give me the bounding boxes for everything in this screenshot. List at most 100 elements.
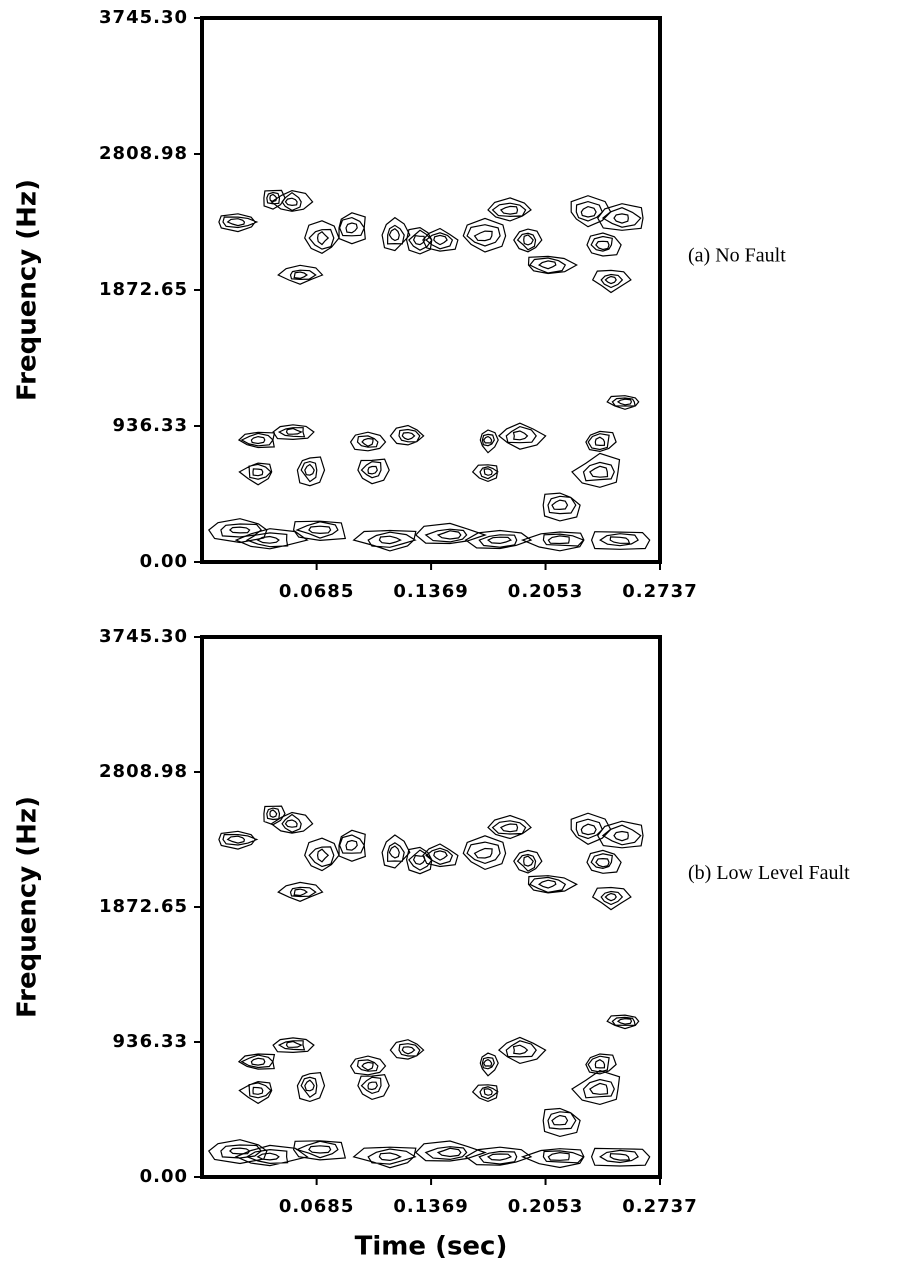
- contour: [349, 431, 387, 452]
- contour: [338, 212, 366, 245]
- contour: [596, 820, 644, 849]
- annotation: (b) Low Level Fault: [688, 862, 850, 884]
- contour: [570, 195, 612, 228]
- contour: [570, 812, 612, 845]
- contour: [542, 492, 581, 522]
- contour: [527, 255, 578, 275]
- contour: [414, 522, 487, 545]
- contour: [571, 1069, 621, 1106]
- x-tick-label: 0.2053: [508, 581, 583, 602]
- x-tick-label: 0.1369: [393, 581, 468, 602]
- y-tick-label: 2808.98: [99, 761, 188, 782]
- y-tick-label: 2808.98: [99, 143, 188, 164]
- contour: [497, 422, 547, 450]
- contour: [487, 814, 532, 840]
- contour: [471, 464, 499, 483]
- contour: [292, 1140, 347, 1161]
- y-axis-label: Frequency (Hz): [13, 796, 43, 1018]
- contour: [207, 518, 268, 544]
- contour: [352, 1146, 417, 1169]
- contour: [357, 458, 390, 485]
- contour: [357, 1074, 390, 1101]
- contour: [270, 189, 314, 212]
- contour: [237, 1053, 276, 1070]
- contour: [304, 837, 340, 872]
- contour: [590, 531, 651, 550]
- contour: [585, 430, 617, 453]
- contour: [591, 886, 632, 911]
- contour: [464, 529, 533, 550]
- contour: [513, 228, 543, 253]
- contour: [237, 431, 276, 449]
- contour: [405, 226, 433, 255]
- contour: [218, 213, 259, 233]
- contour: [405, 846, 433, 875]
- contour: [479, 429, 499, 454]
- contour: [497, 1036, 547, 1065]
- contour: [586, 232, 622, 257]
- contour: [414, 1140, 487, 1162]
- annotation: (a) No Fault: [688, 245, 786, 267]
- contour: [381, 216, 411, 252]
- contour: [422, 843, 459, 868]
- y-tick-label: 3745.30: [99, 626, 188, 647]
- contour: [464, 1146, 533, 1166]
- contour: [591, 269, 632, 294]
- contour: [296, 456, 326, 487]
- contour: [272, 1037, 315, 1054]
- y-axis-label: Frequency (Hz): [13, 179, 43, 401]
- contour: [234, 1144, 309, 1167]
- x-axis-label: Time (sec): [355, 1232, 508, 1262]
- contour: [596, 203, 644, 231]
- contour: [422, 227, 459, 252]
- contour: [542, 1107, 581, 1138]
- contour: [304, 220, 340, 254]
- contour: [389, 1039, 425, 1060]
- contour: [571, 452, 621, 488]
- x-tick-label: 0.1369: [393, 1196, 468, 1217]
- contour: [270, 811, 314, 834]
- x-tick-label: 0.2737: [622, 581, 697, 602]
- contour: [238, 462, 273, 486]
- y-tick-label: 0.00: [140, 551, 188, 572]
- x-tick-label: 0.0685: [279, 1196, 354, 1217]
- contour: [527, 875, 578, 894]
- contour: [277, 881, 324, 902]
- contour: [238, 1080, 273, 1105]
- contour: [218, 830, 259, 850]
- y-tick-label: 3745.30: [99, 7, 188, 28]
- contour: [606, 1014, 640, 1030]
- contour: [586, 849, 622, 874]
- contour: [462, 217, 507, 253]
- contour: [479, 1052, 499, 1077]
- x-tick-label: 0.0685: [279, 581, 354, 602]
- contour: [487, 197, 532, 222]
- contour: [338, 829, 366, 862]
- x-tick-label: 0.2053: [508, 1196, 583, 1217]
- x-tick-label: 0.2737: [622, 1196, 697, 1217]
- contour: [513, 849, 543, 874]
- contour: [471, 1084, 499, 1103]
- contour: [277, 264, 324, 285]
- plot-frame: [200, 635, 662, 1179]
- y-tick-label: 936.33: [113, 1031, 188, 1052]
- contour: [606, 395, 640, 410]
- contour: [381, 834, 411, 869]
- y-tick-label: 936.33: [113, 415, 188, 436]
- contour: [296, 1072, 326, 1103]
- contour: [590, 1147, 651, 1167]
- contour: [292, 520, 347, 542]
- y-tick-label: 1872.65: [99, 896, 188, 917]
- y-tick-label: 1872.65: [99, 279, 188, 300]
- contour: [462, 835, 507, 871]
- contour: [272, 424, 315, 441]
- contour: [520, 531, 585, 552]
- contour: [389, 424, 425, 446]
- contour: [349, 1055, 387, 1076]
- contour: [520, 1148, 585, 1169]
- contour: [352, 529, 417, 552]
- contour: [234, 528, 309, 550]
- contour: [263, 805, 286, 826]
- y-tick-label: 0.00: [140, 1166, 188, 1187]
